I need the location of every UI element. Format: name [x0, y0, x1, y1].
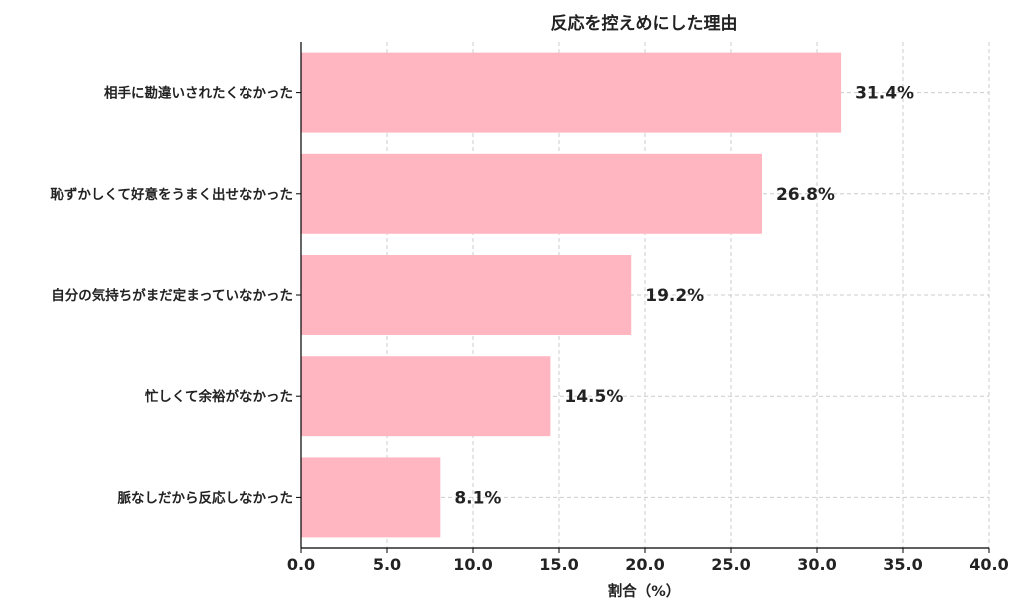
x-tick-label: 30.0	[797, 555, 836, 574]
x-axis-title: 割合（%）	[608, 582, 681, 600]
bars	[301, 52, 842, 538]
x-tick-label: 40.0	[969, 555, 1008, 574]
x-tick-label: 0.0	[287, 555, 315, 574]
bar	[301, 255, 632, 335]
category-label: 相手に勘違いされたくなかった	[104, 85, 293, 102]
x-tick-labels: 0.0 5.0 10.0 15.0 20.0 25.0 30.0 35.0 40.0	[287, 555, 1009, 574]
x-tick-label: 15.0	[539, 555, 578, 574]
x-tick-label: 5.0	[373, 555, 401, 574]
axes	[296, 42, 990, 553]
chart-title: 反応を控えめにした理由	[551, 13, 738, 34]
category-labels: 相手に勘違いされたくなかった恥ずかしくて好意をうまく出せなかった自分の気持ちがま…	[50, 85, 293, 507]
category-label: 忙しくて余裕がなかった	[145, 388, 293, 405]
category-label: 脈なしだから反応しなかった	[118, 489, 294, 506]
x-tick-label: 25.0	[711, 555, 750, 574]
value-label: 8.1%	[454, 488, 501, 508]
bar	[301, 153, 762, 234]
bar	[301, 356, 551, 437]
x-tick-label: 10.0	[453, 555, 492, 574]
value-label: 31.4%	[855, 84, 914, 104]
value-label: 19.2%	[645, 286, 704, 306]
x-tick-label: 20.0	[625, 555, 664, 574]
value-label: 14.5%	[564, 387, 623, 407]
bar	[301, 52, 842, 133]
category-label: 恥ずかしくて好意をうまく出せなかった	[50, 186, 293, 203]
value-label: 26.8%	[776, 185, 835, 205]
bar	[301, 457, 441, 538]
x-tick-label: 35.0	[883, 555, 922, 574]
value-labels: 31.4% 26.8% 19.2% 14.5% 8.1%	[454, 84, 914, 509]
category-label: 自分の気持ちがまだ定まっていなかった	[51, 287, 293, 304]
